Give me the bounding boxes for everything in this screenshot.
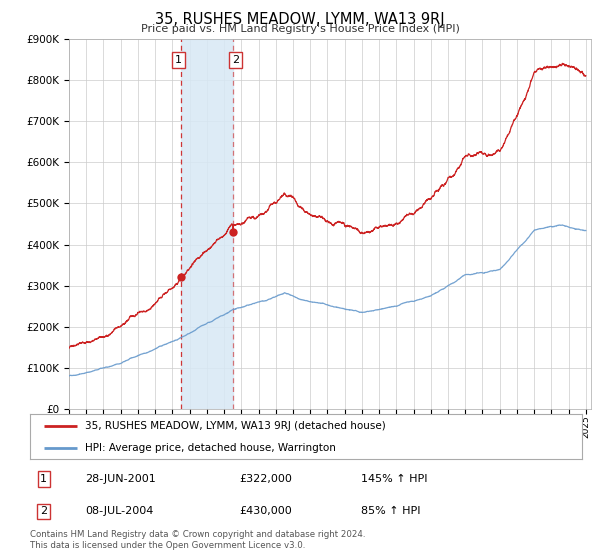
Text: Contains HM Land Registry data © Crown copyright and database right 2024.: Contains HM Land Registry data © Crown c… [30, 530, 365, 539]
Text: 1: 1 [175, 55, 182, 65]
Text: 08-JUL-2004: 08-JUL-2004 [85, 506, 154, 516]
Text: 28-JUN-2001: 28-JUN-2001 [85, 474, 156, 484]
Bar [181, 39, 233, 409]
Text: 2: 2 [232, 55, 239, 65]
Text: 85% ↑ HPI: 85% ↑ HPI [361, 506, 421, 516]
Text: 2: 2 [40, 506, 47, 516]
Text: This data is licensed under the Open Government Licence v3.0.: This data is licensed under the Open Gov… [30, 541, 305, 550]
Text: 35, RUSHES MEADOW, LYMM, WA13 9RJ (detached house): 35, RUSHES MEADOW, LYMM, WA13 9RJ (detac… [85, 421, 386, 431]
Text: HPI: Average price, detached house, Warrington: HPI: Average price, detached house, Warr… [85, 442, 336, 452]
Text: Price paid vs. HM Land Registry's House Price Index (HPI): Price paid vs. HM Land Registry's House … [140, 24, 460, 34]
Text: 145% ↑ HPI: 145% ↑ HPI [361, 474, 428, 484]
Text: 35, RUSHES MEADOW, LYMM, WA13 9RJ: 35, RUSHES MEADOW, LYMM, WA13 9RJ [155, 12, 445, 27]
Text: £430,000: £430,000 [240, 506, 293, 516]
Text: £322,000: £322,000 [240, 474, 293, 484]
Text: 1: 1 [40, 474, 47, 484]
